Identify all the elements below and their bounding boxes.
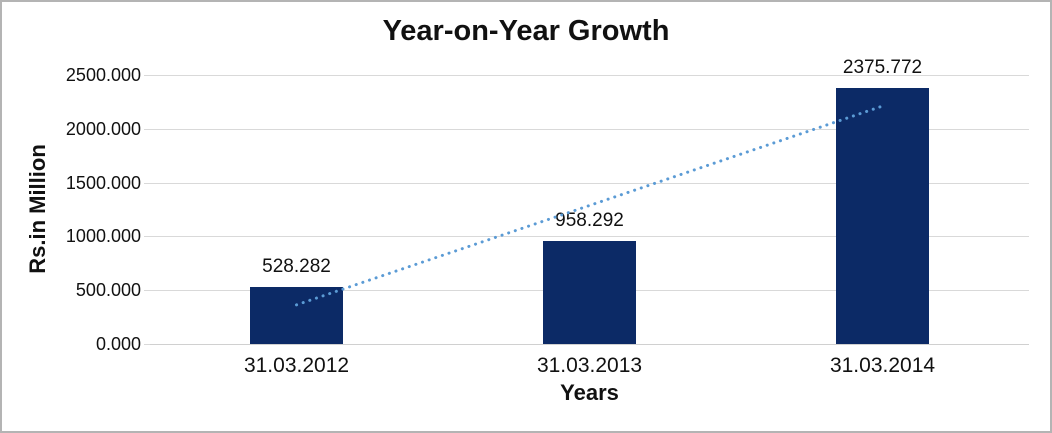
- x-axis-title: Years: [560, 380, 619, 405]
- chart-title: Year-on-Year Growth: [382, 15, 670, 47]
- y-tick-label: 0.000: [95, 334, 141, 354]
- y-axis-tick: [144, 290, 150, 292]
- y-axis-tick: [144, 75, 150, 76]
- y-tick-label: 2000.000: [65, 118, 141, 139]
- bar-31.03.2013[interactable]: [543, 240, 636, 344]
- bar-value-label: 528.282: [262, 256, 331, 278]
- y-axis-tick: [144, 128, 150, 130]
- x-tick-label: 31.03.2014: [829, 354, 936, 377]
- x-tick-label: 31.03.2013: [536, 354, 643, 377]
- y-tick-label: 500.000: [75, 280, 141, 301]
- y-axis-tick: [144, 182, 150, 184]
- y-axis-tick: [144, 344, 150, 345]
- bar-value-label: 958.292: [555, 209, 624, 231]
- x-axis-line: [150, 344, 1029, 345]
- y-gridline: [150, 75, 1029, 76]
- bar-31.03.2014[interactable]: [836, 88, 929, 344]
- x-tick-label: 31.03.2012: [243, 354, 350, 377]
- bar-value-label: 2375.772: [842, 57, 923, 79]
- y-tick-label: 1000.000: [65, 226, 141, 247]
- bar-31.03.2012[interactable]: [250, 287, 343, 344]
- y-axis-tick: [144, 236, 150, 238]
- y-axis-title: Rs.in Million: [25, 144, 50, 274]
- y-tick-label: 1500.000: [65, 172, 141, 193]
- y-tick-label: 2500.000: [65, 65, 141, 85]
